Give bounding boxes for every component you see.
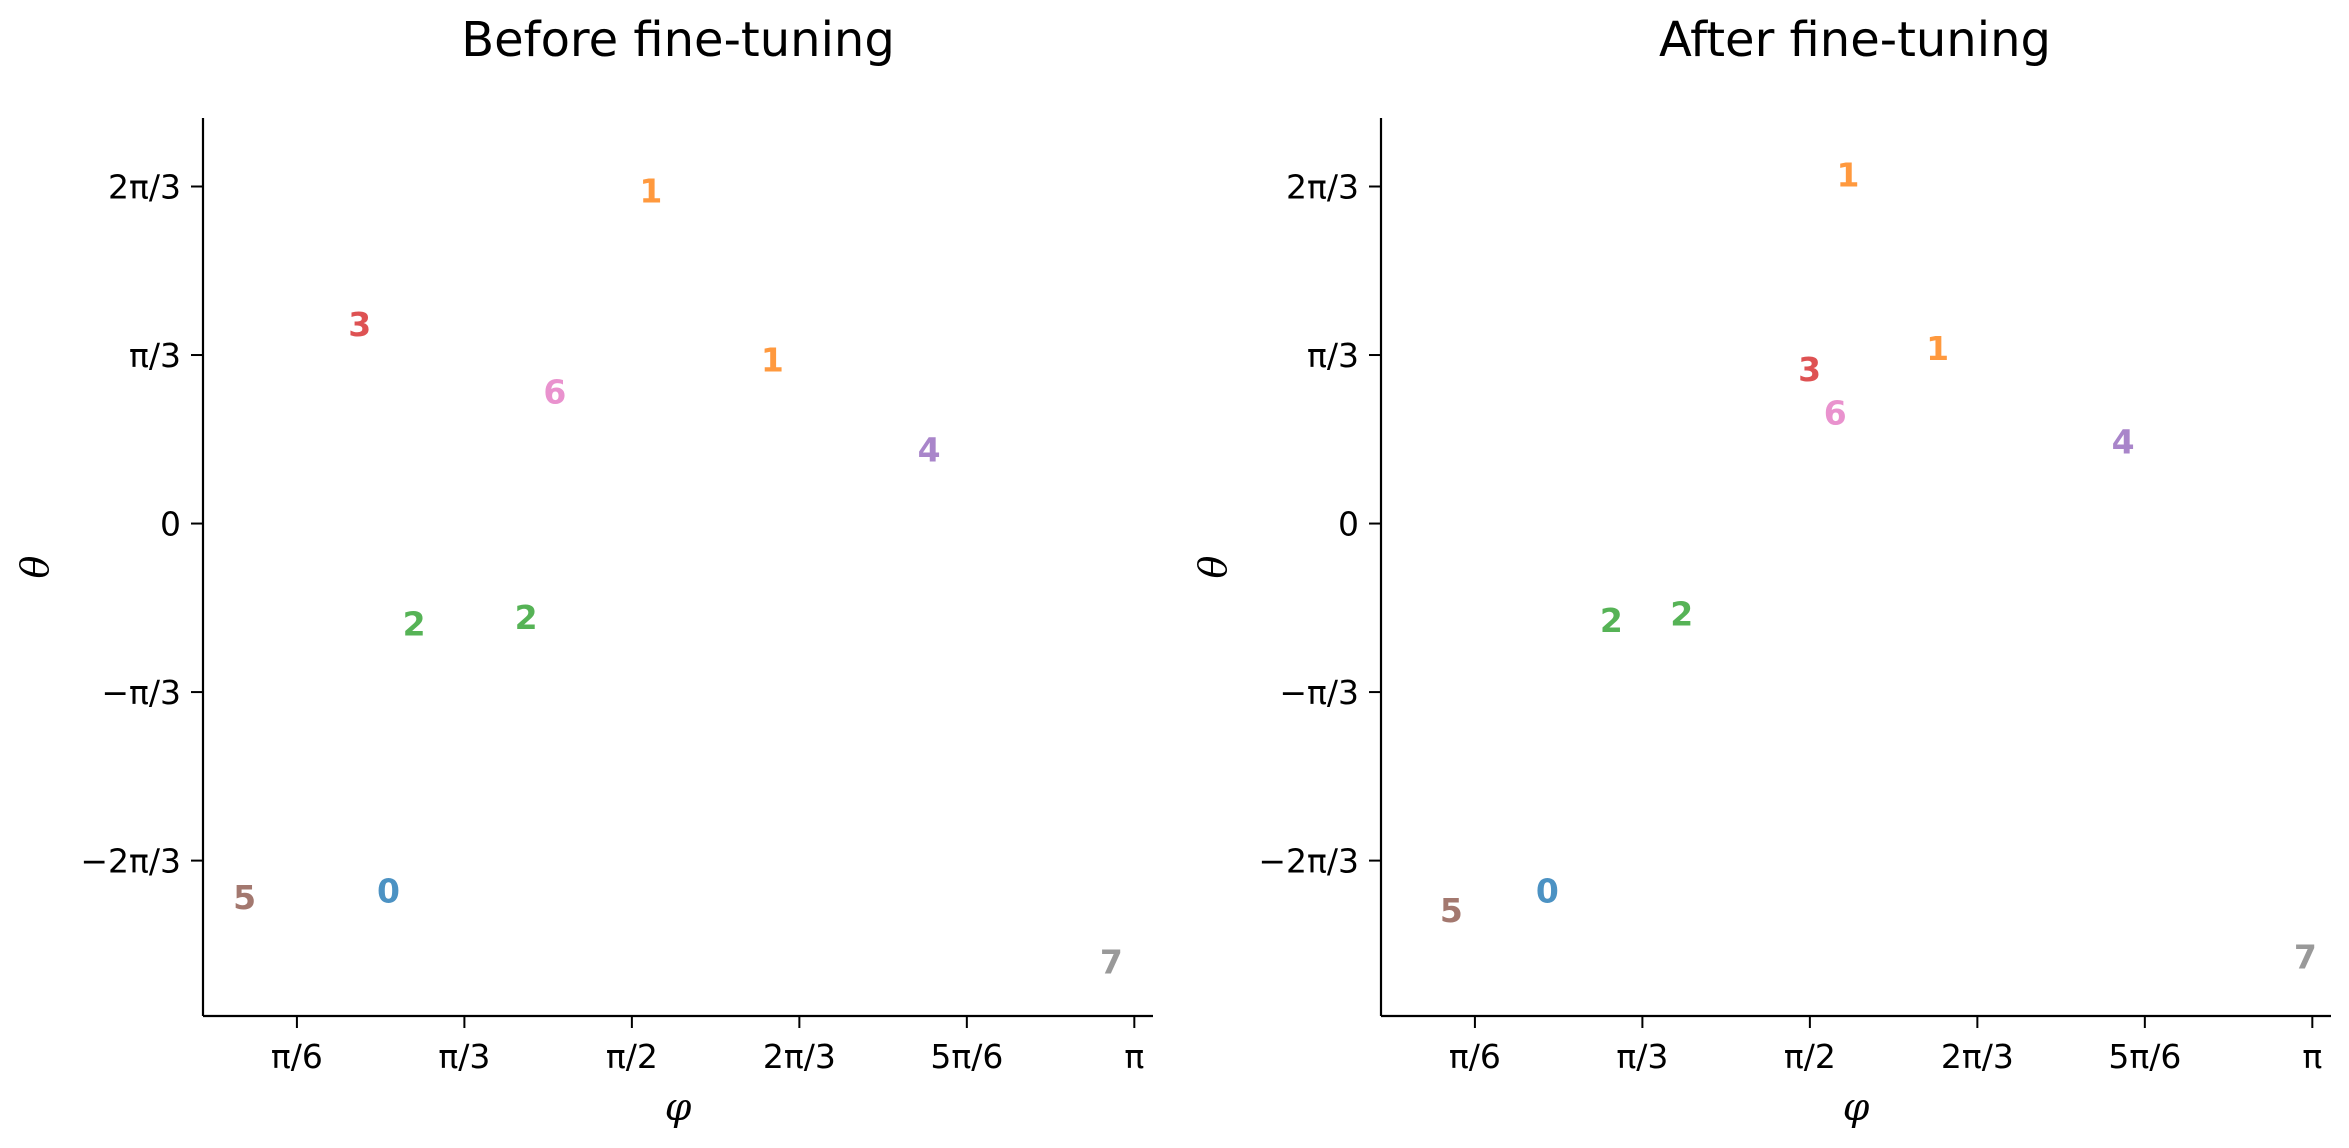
chart-title: After fine-tuning xyxy=(1659,12,2051,68)
data-point-label: 7 xyxy=(1100,942,1123,981)
x-tick-label: π/3 xyxy=(1616,1037,1668,1076)
x-tick-label: π/2 xyxy=(606,1037,658,1076)
x-tick-label: π xyxy=(1124,1037,1144,1076)
data-point-label: 6 xyxy=(1824,394,1847,433)
y-tick-label: −π/3 xyxy=(1279,673,1359,712)
data-point-label: 1 xyxy=(1837,155,1860,194)
y-tick-label: −2π/3 xyxy=(1258,842,1359,881)
x-tick-label: 5π/6 xyxy=(930,1037,1003,1076)
x-tick-label: π/2 xyxy=(1784,1037,1836,1076)
x-tick-label: π/3 xyxy=(438,1037,490,1076)
y-tick-label: π/3 xyxy=(1307,336,1359,375)
data-point-label: 1 xyxy=(761,340,784,379)
data-point-label: 2 xyxy=(1670,595,1693,634)
chart-title: Before fine-tuning xyxy=(461,12,895,68)
data-point-label: 2 xyxy=(403,604,426,643)
data-point-label: 1 xyxy=(1926,329,1949,368)
x-tick-label: 2π/3 xyxy=(763,1037,836,1076)
data-point-label: 7 xyxy=(2294,937,2317,976)
x-tick-label: π/6 xyxy=(271,1037,323,1076)
y-tick-label: 2π/3 xyxy=(1286,167,1359,206)
y-tick-label: 0 xyxy=(1338,505,1359,544)
data-point-label: 5 xyxy=(233,878,256,917)
data-point-label: 2 xyxy=(515,598,538,637)
y-tick-label: −π/3 xyxy=(101,673,181,712)
x-axis-label: φ xyxy=(665,1085,692,1129)
x-tick-label: π/6 xyxy=(1449,1037,1501,1076)
y-tick-label: 2π/3 xyxy=(108,167,181,206)
data-point-label: 5 xyxy=(1440,891,1463,930)
data-point-label: 1 xyxy=(639,171,662,210)
x-tick-label: π xyxy=(2302,1037,2322,1076)
data-point-label: 4 xyxy=(2112,422,2135,461)
data-point-label: 6 xyxy=(543,373,566,412)
data-point-label: 3 xyxy=(348,305,371,344)
y-axis-label: θ xyxy=(13,555,57,578)
x-axis-label: φ xyxy=(1843,1085,1870,1129)
data-point-label: 4 xyxy=(918,431,941,470)
y-tick-label: π/3 xyxy=(129,336,181,375)
x-tick-label: 2π/3 xyxy=(1941,1037,2014,1076)
data-point-label: 0 xyxy=(377,871,400,910)
data-point-label: 3 xyxy=(1798,350,1821,389)
data-point-label: 2 xyxy=(1600,601,1623,640)
y-tick-label: −2π/3 xyxy=(80,842,181,881)
chart-panel-2: After fine-tuning π/6 π/3 π/2 2π/3 5π/6 π 2π/3 π… xyxy=(1191,12,2331,1129)
x-tick-label: 5π/6 xyxy=(2108,1037,2181,1076)
data-point-label: 0 xyxy=(1536,871,1559,910)
y-axis-label: θ xyxy=(1191,555,1235,578)
y-tick-label: 0 xyxy=(160,505,181,544)
